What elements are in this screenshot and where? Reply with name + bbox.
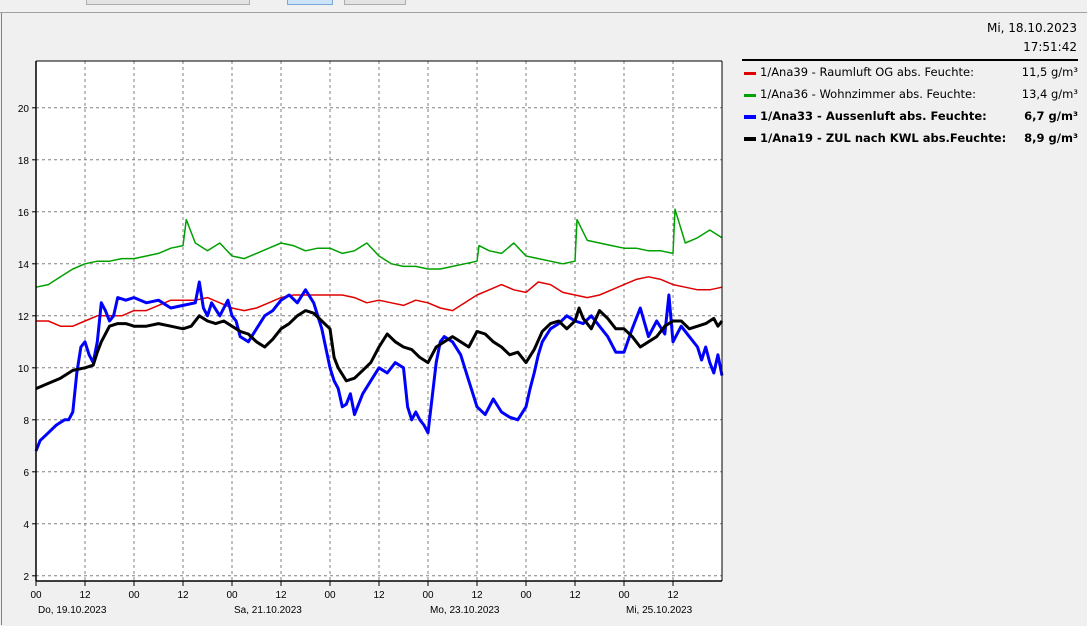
x-tick-label: 00 xyxy=(324,590,336,601)
x-tick-label: 00 xyxy=(128,590,140,601)
x-date-label: Mo, 23.10.2023 xyxy=(430,605,500,616)
x-tick-label: 00 xyxy=(520,590,532,601)
x-tick-label: 12 xyxy=(569,590,581,601)
x-date-label: Do, 19.10.2023 xyxy=(38,605,107,616)
legend-item-ana36: 1/Ana36 - Wohnzimmer abs. Feuchte: 13,4 … xyxy=(744,86,1078,102)
legend-item-ana19: 1/Ana19 - ZUL nach KWL abs.Feuchte: 8,9 … xyxy=(744,130,1078,146)
series-line xyxy=(36,276,723,327)
legend-separator xyxy=(742,59,1078,61)
series-line xyxy=(35,306,724,390)
chart-panel xyxy=(1,13,1086,625)
x-tick-label: 12 xyxy=(79,590,91,601)
legend-swatch-ana39 xyxy=(744,72,756,75)
x-tick-label: 12 xyxy=(275,590,287,601)
y-tick-label: 6 xyxy=(23,468,29,479)
legend-swatch-ana19 xyxy=(744,137,756,141)
y-tick-label: 2 xyxy=(23,572,29,583)
y-tick-label: 16 xyxy=(18,208,30,219)
x-tick-label: 00 xyxy=(226,590,238,601)
x-tick-label: 12 xyxy=(177,590,189,601)
legend-item-ana39: 1/Ana39 - Raumluft OG abs. Feuchte: 11,5… xyxy=(744,64,1078,80)
y-tick-label: 10 xyxy=(18,364,30,375)
x-tick-label: 00 xyxy=(30,590,42,601)
y-tick-label: 14 xyxy=(18,260,30,271)
legend-item-ana33: 1/Ana33 - Aussenluft abs. Feuchte: 6,7 g… xyxy=(744,108,1078,124)
legend-value-ana33: 6,7 g/m³ xyxy=(1024,109,1078,123)
x-tick-label: 12 xyxy=(667,590,679,601)
y-tick-label: 8 xyxy=(23,416,29,427)
toolbar-button[interactable] xyxy=(344,0,406,5)
y-tick-label: 20 xyxy=(18,104,30,115)
header-time: 17:51:42 xyxy=(1023,40,1077,54)
toolbar-button-selected[interactable] xyxy=(287,0,333,5)
x-date-label: Sa, 21.10.2023 xyxy=(234,605,302,616)
toolbar-button[interactable] xyxy=(86,0,250,5)
legend-value-ana39: 11,5 g/m³ xyxy=(1021,65,1078,79)
legend-swatch-ana33 xyxy=(744,115,756,119)
legend-value-ana36: 13,4 g/m³ xyxy=(1021,87,1078,101)
header-date: Mi, 18.10.2023 xyxy=(986,21,1077,35)
legend-swatch-ana36 xyxy=(744,94,756,97)
y-tick-label: 12 xyxy=(18,312,30,323)
x-tick-label: 12 xyxy=(373,590,385,601)
y-tick-label: 4 xyxy=(23,520,29,531)
x-date-label: Mi, 25.10.2023 xyxy=(626,605,693,616)
series-line xyxy=(34,280,724,452)
legend-value-ana19: 8,9 g/m³ xyxy=(1024,131,1078,145)
x-tick-label: 00 xyxy=(618,590,630,601)
toolbar-strip xyxy=(0,0,1087,13)
series-line xyxy=(35,208,723,288)
y-tick-label: 18 xyxy=(18,156,30,167)
legend-label-ana36: 1/Ana36 - Wohnzimmer abs. Feuchte: xyxy=(760,87,976,101)
legend-label-ana33: 1/Ana33 - Aussenluft abs. Feuchte: xyxy=(760,109,987,123)
x-tick-label: 12 xyxy=(471,590,483,601)
legend-label-ana19: 1/Ana19 - ZUL nach KWL abs.Feuchte: xyxy=(760,131,1007,145)
legend-label-ana39: 1/Ana39 - Raumluft OG abs. Feuchte: xyxy=(760,65,974,79)
x-tick-label: 00 xyxy=(422,590,434,601)
